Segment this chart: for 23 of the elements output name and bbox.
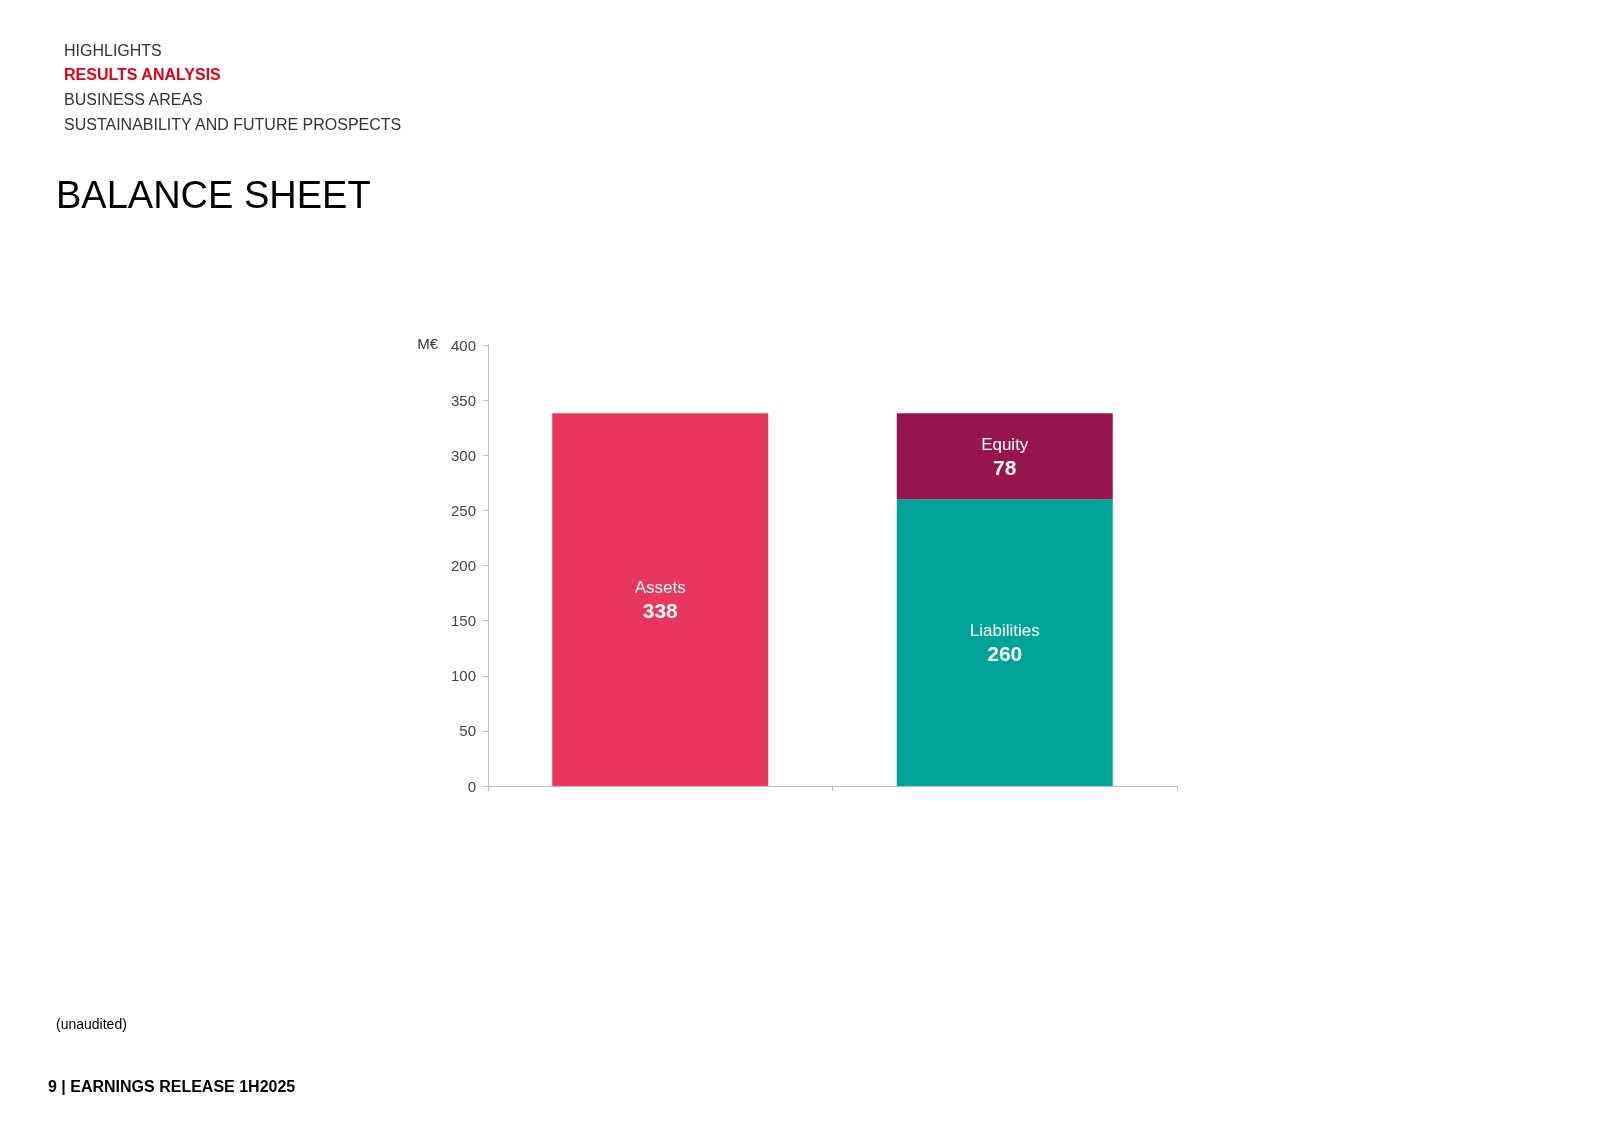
- text: 9 | EARNINGS RELEASE 1H2025: [48, 1078, 296, 1096]
- y-axis-title: M€: [417, 335, 439, 352]
- y-tick-label: 0: [467, 777, 476, 795]
- y-tick-label: 50: [459, 722, 476, 740]
- y-tick-label: 200: [450, 557, 476, 574]
- chart-title: BALANCE SHEET: [56, 174, 371, 217]
- data-label: 78: [993, 455, 1017, 479]
- series-label: Assets: [634, 578, 686, 598]
- y-tick-label: 350: [450, 391, 476, 409]
- data-label: 260: [987, 642, 1023, 666]
- text: BUSINESS AREAS: [64, 91, 203, 109]
- series-label: Liabilities: [969, 621, 1040, 641]
- data-label: 338: [642, 599, 679, 623]
- text: HIGHLIGHTS: [64, 42, 162, 60]
- text: SUSTAINABILITY AND FUTURE PROSPECTS: [64, 116, 402, 134]
- text: (unaudited): [56, 1016, 127, 1032]
- y-tick-label: 150: [450, 612, 476, 630]
- y-tick-label: 250: [450, 501, 476, 519]
- y-tick-label: 300: [450, 446, 476, 464]
- y-tick-label: 400: [450, 336, 476, 354]
- y-tick-label: 100: [450, 667, 476, 685]
- series-label: Equity: [981, 434, 1029, 454]
- text: RESULTS ANALYSIS: [64, 66, 221, 84]
